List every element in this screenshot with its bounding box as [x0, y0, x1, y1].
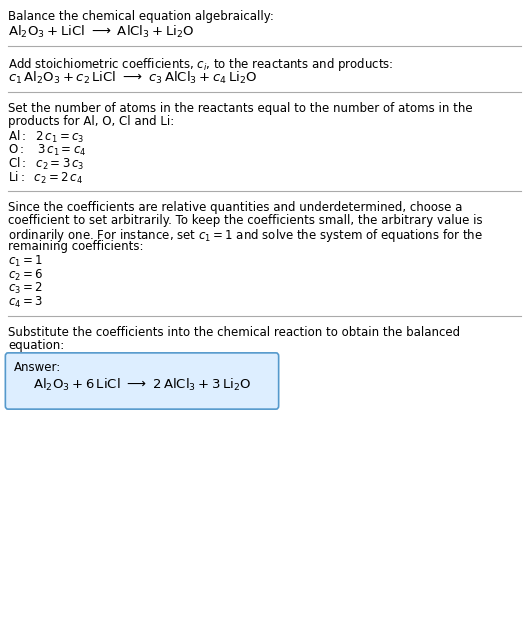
Text: Since the coefficients are relative quantities and underdetermined, choose a: Since the coefficients are relative quan… — [8, 201, 462, 214]
Text: coefficient to set arbitrarily. To keep the coefficients small, the arbitrary va: coefficient to set arbitrarily. To keep … — [8, 214, 482, 227]
Text: $\mathrm{Li:}\ \ c_2 = 2\,c_4$: $\mathrm{Li:}\ \ c_2 = 2\,c_4$ — [8, 169, 83, 186]
Text: $c_3 = 2$: $c_3 = 2$ — [8, 281, 43, 296]
Text: products for Al, O, Cl and Li:: products for Al, O, Cl and Li: — [8, 115, 174, 128]
Text: $\mathrm{Al_2O_3 + 6\,LiCl\ \longrightarrow\ 2\,AlCl_3 + 3\,Li_2O}$: $\mathrm{Al_2O_3 + 6\,LiCl\ \longrightar… — [33, 377, 251, 393]
Text: $c_2 = 6$: $c_2 = 6$ — [8, 268, 43, 283]
Text: ordinarily one. For instance, set $c_1 = 1$ and solve the system of equations fo: ordinarily one. For instance, set $c_1 =… — [8, 227, 483, 244]
Text: $\mathrm{Cl:}\ \ c_2 = 3\,c_3$: $\mathrm{Cl:}\ \ c_2 = 3\,c_3$ — [8, 156, 85, 172]
Text: $\mathrm{O:}\ \ \ 3\,c_1 = c_4$: $\mathrm{O:}\ \ \ 3\,c_1 = c_4$ — [8, 142, 86, 157]
Text: equation:: equation: — [8, 339, 64, 352]
FancyBboxPatch shape — [5, 353, 279, 409]
Text: Balance the chemical equation algebraically:: Balance the chemical equation algebraica… — [8, 10, 274, 23]
Text: remaining coefficients:: remaining coefficients: — [8, 240, 143, 253]
Text: $\mathrm{Al:}\ \ 2\,c_1 = c_3$: $\mathrm{Al:}\ \ 2\,c_1 = c_3$ — [8, 129, 84, 145]
Text: $c_1\,\mathrm{Al_2O_3} + c_2\,\mathrm{LiCl}\ \longrightarrow\ c_3\,\mathrm{AlCl_: $c_1\,\mathrm{Al_2O_3} + c_2\,\mathrm{Li… — [8, 70, 257, 86]
Text: Add stoichiometric coefficients, $c_i$, to the reactants and products:: Add stoichiometric coefficients, $c_i$, … — [8, 56, 394, 73]
Text: $c_4 = 3$: $c_4 = 3$ — [8, 295, 43, 310]
Text: $\mathrm{Al_2O_3 + LiCl\ \longrightarrow\ AlCl_3 + Li_2O}$: $\mathrm{Al_2O_3 + LiCl\ \longrightarrow… — [8, 24, 195, 40]
Text: Set the number of atoms in the reactants equal to the number of atoms in the: Set the number of atoms in the reactants… — [8, 102, 472, 115]
Text: Substitute the coefficients into the chemical reaction to obtain the balanced: Substitute the coefficients into the che… — [8, 326, 460, 339]
Text: $c_1 = 1$: $c_1 = 1$ — [8, 254, 43, 269]
Text: Answer:: Answer: — [14, 361, 61, 374]
